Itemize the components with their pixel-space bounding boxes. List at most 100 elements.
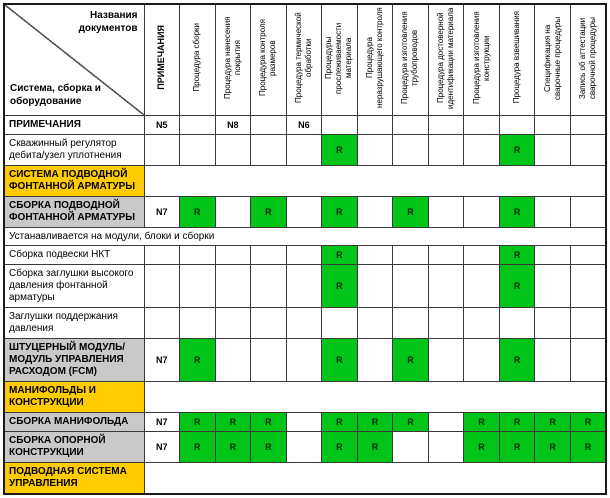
- r-mark-cell: R: [214, 412, 252, 432]
- note-cell: N7: [143, 431, 181, 463]
- column-header-1: Процедура сборки: [179, 3, 216, 116]
- empty-cell: [534, 307, 571, 339]
- empty-cell: [427, 115, 465, 135]
- column-header-10: Процедура взвешивания: [498, 3, 536, 116]
- column-header-6: Процедура неразрушающего контроля: [356, 3, 394, 116]
- empty-cell: [250, 115, 287, 135]
- empty-cell: [427, 134, 465, 166]
- empty-cell: [179, 134, 216, 166]
- column-header-8: Процедура достоверной идентификации мате…: [427, 3, 465, 116]
- note-cell: N5: [143, 115, 181, 135]
- r-mark-cell: R: [250, 196, 287, 228]
- empty-cell: [569, 134, 607, 166]
- empty-cell: [214, 134, 252, 166]
- table-row: Устанавливается на модули, блоки и сборк…: [3, 227, 607, 246]
- column-header-0: ПРИМЕЧАНИЯ: [143, 3, 181, 116]
- empty-cell: [392, 115, 429, 135]
- r-mark-cell: R: [321, 338, 358, 382]
- merged-empty-cell: [143, 165, 607, 197]
- corner-cell: Названия документов Система, сборка и об…: [3, 3, 145, 116]
- empty-cell: [214, 307, 252, 339]
- column-header-label: Процедура изготовления конструкции: [471, 11, 491, 104]
- empty-cell: [356, 134, 394, 166]
- row-label-cell: СБОРКА МАНИФОЛЬДА: [3, 412, 145, 432]
- table-row: Сборка заглушки высокого давления фонтан…: [3, 264, 607, 308]
- empty-cell: [392, 134, 429, 166]
- empty-cell: [534, 134, 571, 166]
- empty-cell: [356, 245, 394, 265]
- corner-bottom-label: Система, сборка и оборудование: [10, 83, 101, 107]
- header-row: Названия документов Система, сборка и об…: [3, 3, 607, 116]
- empty-cell: [285, 307, 323, 339]
- empty-cell: [427, 431, 465, 463]
- document-matrix-table: Названия документов Система, сборка и об…: [3, 3, 607, 495]
- empty-cell: [214, 264, 252, 308]
- empty-cell: [321, 307, 358, 339]
- empty-cell: [534, 264, 571, 308]
- r-mark-cell: R: [498, 196, 536, 228]
- r-mark-cell: R: [498, 134, 536, 166]
- r-mark-cell: R: [463, 412, 500, 432]
- empty-cell: [179, 245, 216, 265]
- r-mark-cell: R: [392, 196, 429, 228]
- empty-cell: [179, 307, 216, 339]
- empty-cell: [214, 245, 252, 265]
- note-cell: N8: [214, 115, 252, 135]
- row-label-cell: ШТУЦЕРНЫЙ МОДУЛЬ/МОДУЛЬ УПРАВЛЕНИЯ РАСХО…: [3, 338, 145, 382]
- empty-cell: [498, 115, 536, 135]
- empty-cell: [143, 307, 181, 339]
- empty-cell: [285, 431, 323, 463]
- row-label-cell: Скважинный регулятор дебита/узел уплотне…: [3, 134, 145, 166]
- empty-cell: [250, 264, 287, 308]
- note-cell: N7: [143, 412, 181, 432]
- table-row: СБОРКА МАНИФОЛЬДА N7 R R R R R R R R R R: [3, 412, 607, 432]
- r-mark-cell: R: [392, 412, 429, 432]
- r-mark-cell: R: [569, 412, 607, 432]
- empty-cell: [463, 134, 500, 166]
- empty-cell: [569, 307, 607, 339]
- column-header-3: Процедура контроля размеров: [250, 3, 287, 116]
- empty-cell: [463, 338, 500, 382]
- empty-cell: [534, 115, 571, 135]
- r-mark-cell: R: [356, 412, 394, 432]
- empty-cell: [143, 264, 181, 308]
- empty-cell: [179, 115, 216, 135]
- note-cell: N7: [143, 196, 181, 228]
- table-row: МАНИФОЛЬДЫ И КОНСТРУКЦИИ: [3, 381, 607, 413]
- column-header-5: Процедуры прослеживаемости материала: [321, 3, 358, 116]
- table-row: СБОРКА ПОДВОДНОЙ ФОНТАННОЙ АРМАТУРЫ N7 R R R…: [3, 196, 607, 228]
- merged-empty-cell: [143, 381, 607, 413]
- empty-cell: [250, 307, 287, 339]
- empty-cell: [463, 307, 500, 339]
- row-label-cell: СИСТЕМА ПОДВОДНОЙ ФОНТАННОЙ АРМАТУРЫ: [3, 165, 145, 197]
- row-label-cell: МАНИФОЛЬДЫ И КОНСТРУКЦИИ: [3, 381, 145, 413]
- empty-cell: [463, 264, 500, 308]
- r-mark-cell: R: [498, 338, 536, 382]
- table-row: СБОРКА ОПОРНОЙ КОНСТРУКЦИИ N7 R R R R R R R R R: [3, 431, 607, 463]
- column-header-label: Процедуры прослеживаемости материала: [324, 21, 354, 94]
- column-header-12: Запись об аттестации сварочной процедуры: [569, 3, 607, 116]
- r-mark-cell: R: [179, 431, 216, 463]
- empty-cell: [285, 245, 323, 265]
- r-mark-cell: R: [321, 412, 358, 432]
- empty-cell: [356, 115, 394, 135]
- empty-cell: [463, 196, 500, 228]
- r-mark-cell: R: [356, 431, 394, 463]
- table-row: Скважинный регулятор дебита/узел уплотне…: [3, 134, 607, 166]
- column-header-label: Запись об аттестации сварочной процедуры: [577, 16, 597, 99]
- r-mark-cell: R: [214, 431, 252, 463]
- column-header-label: Процедура взвешивания: [512, 11, 522, 104]
- empty-cell: [534, 196, 571, 228]
- table-row: СИСТЕМА ПОДВОДНОЙ ФОНТАННОЙ АРМАТУРЫ: [3, 165, 607, 197]
- r-mark-cell: R: [250, 412, 287, 432]
- table-row: Сборка подвески НКТ R R: [3, 245, 607, 265]
- column-header-label: Процедура термической обработки: [293, 12, 313, 103]
- column-header-label: Процедура нанесения покрытия: [222, 16, 242, 99]
- row-label-cell: Сборка подвески НКТ: [3, 245, 145, 265]
- empty-cell: [463, 115, 500, 135]
- row-label-cell: Заглушки поддержания давления: [3, 307, 145, 339]
- empty-cell: [427, 245, 465, 265]
- empty-cell: [250, 134, 287, 166]
- row-label-cell: ПОДВОДНАЯ СИСТЕМА УПРАВЛЕНИЯ: [3, 462, 145, 495]
